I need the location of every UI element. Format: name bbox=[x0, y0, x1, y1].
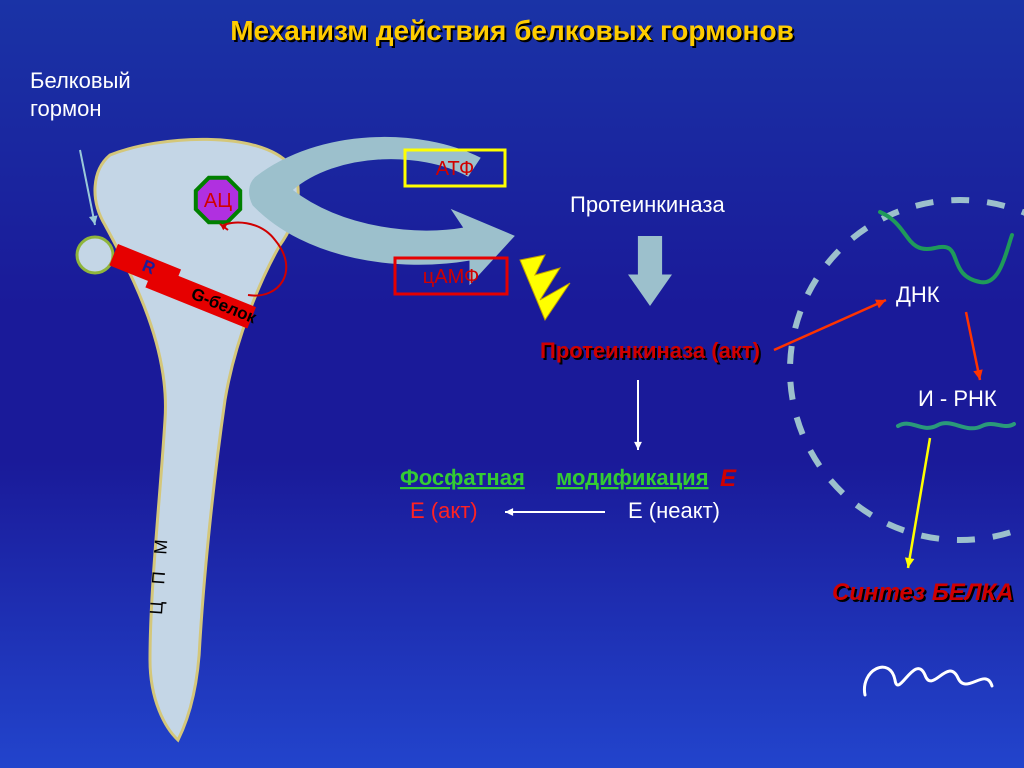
svg-text:цАМФ: цАМФ bbox=[423, 266, 479, 288]
svg-text:ДНК: ДНК bbox=[896, 282, 940, 307]
svg-text:Механизм действия белковых гор: Механизм действия белковых гормонов bbox=[230, 15, 794, 46]
svg-text:Протеинкиназа: Протеинкиназа bbox=[570, 192, 725, 217]
svg-text:Е: Е bbox=[720, 465, 737, 492]
svg-text:Фосфатная: Фосфатная bbox=[400, 465, 525, 490]
svg-text:Белковый: Белковый bbox=[30, 68, 131, 93]
svg-text:Протеинкиназа (акт): Протеинкиназа (акт) bbox=[540, 338, 760, 363]
svg-text:И - РНК: И - РНК bbox=[918, 386, 997, 411]
svg-text:модификация: модификация bbox=[556, 465, 709, 490]
svg-text:АТФ: АТФ bbox=[436, 158, 475, 180]
diagram-stage: Механизм действия белковых гормоновМехан… bbox=[0, 0, 1024, 768]
svg-text:гормон: гормон bbox=[30, 96, 102, 121]
diagram-svg: Механизм действия белковых гормоновМехан… bbox=[0, 0, 1024, 768]
svg-text:Е (акт): Е (акт) bbox=[410, 498, 478, 523]
svg-text:Е (неакт): Е (неакт) bbox=[628, 498, 720, 523]
svg-text:Синтез БЕЛКА: Синтез БЕЛКА bbox=[832, 579, 1014, 606]
svg-text:АЦ: АЦ bbox=[204, 190, 232, 212]
